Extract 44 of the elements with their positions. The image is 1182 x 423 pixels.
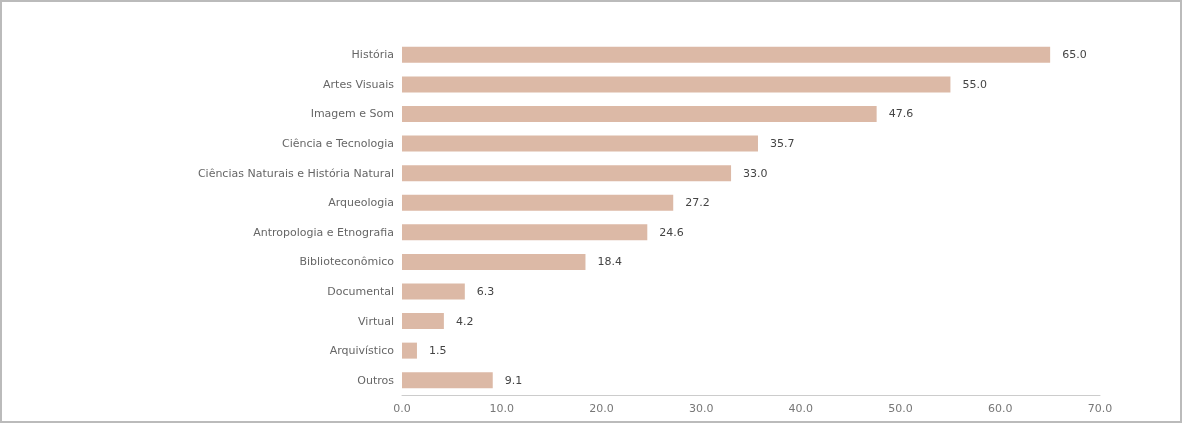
x-tick-label: 60.0: [988, 402, 1013, 415]
y-tick-label: Arquivístico: [329, 344, 395, 358]
bar: [402, 135, 758, 152]
y-tick-label: Biblioteconômico: [299, 255, 395, 269]
y-tick-label: Documental: [327, 284, 394, 298]
data-label: 33.0: [743, 166, 768, 180]
bar: [402, 46, 1051, 63]
data-label: 35.7: [769, 137, 795, 151]
bar: [402, 105, 877, 122]
bar: [402, 165, 732, 182]
y-tick-label: Arqueologia: [328, 196, 394, 210]
bar: [402, 283, 465, 300]
x-tick-label: 0.0: [393, 402, 411, 415]
bar: [402, 372, 493, 389]
data-label: 27.2: [685, 196, 710, 210]
x-tick-label: 30.0: [688, 402, 714, 415]
data-label: 24.6: [659, 225, 684, 239]
x-tick-label: 20.0: [589, 402, 614, 415]
bar: [402, 313, 444, 330]
y-tick-label: Artes Visuais: [323, 77, 395, 91]
bar: [402, 224, 648, 241]
data-label: 6.3: [476, 284, 495, 298]
y-tick-label: Antropologia e Etnografia: [253, 225, 394, 239]
data-label: 47.6: [888, 107, 914, 121]
y-tick-label: História: [351, 48, 394, 62]
data-label: 18.4: [597, 255, 622, 269]
bar: [402, 253, 586, 270]
x-tick-label: 40.0: [788, 402, 814, 415]
y-tick-label: Ciências Naturais e História Natural: [197, 166, 394, 180]
bar: [402, 194, 674, 211]
data-label: 55.0: [962, 77, 987, 91]
y-tick-label: Virtual: [358, 314, 394, 328]
y-tick-label: Ciência e Tecnologia: [281, 137, 394, 151]
x-tick-label: 50.0: [888, 402, 913, 415]
bar: [402, 76, 951, 93]
data-label: 65.0: [1062, 48, 1087, 62]
data-label: 1.5: [428, 344, 447, 358]
y-tick-label: Imagem e Som: [310, 107, 394, 121]
data-label: 4.2: [455, 314, 474, 328]
x-tick-label: 10.0: [489, 402, 514, 415]
bar: [402, 342, 417, 359]
data-label: 9.1: [504, 373, 523, 387]
y-tick-label: Outros: [357, 373, 395, 387]
x-tick-label: 70.0: [1087, 402, 1113, 415]
